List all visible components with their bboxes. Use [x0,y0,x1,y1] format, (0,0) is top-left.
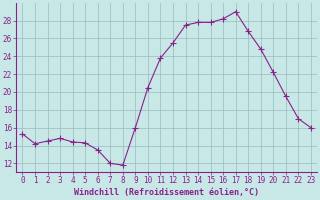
X-axis label: Windchill (Refroidissement éolien,°C): Windchill (Refroidissement éolien,°C) [74,188,259,197]
